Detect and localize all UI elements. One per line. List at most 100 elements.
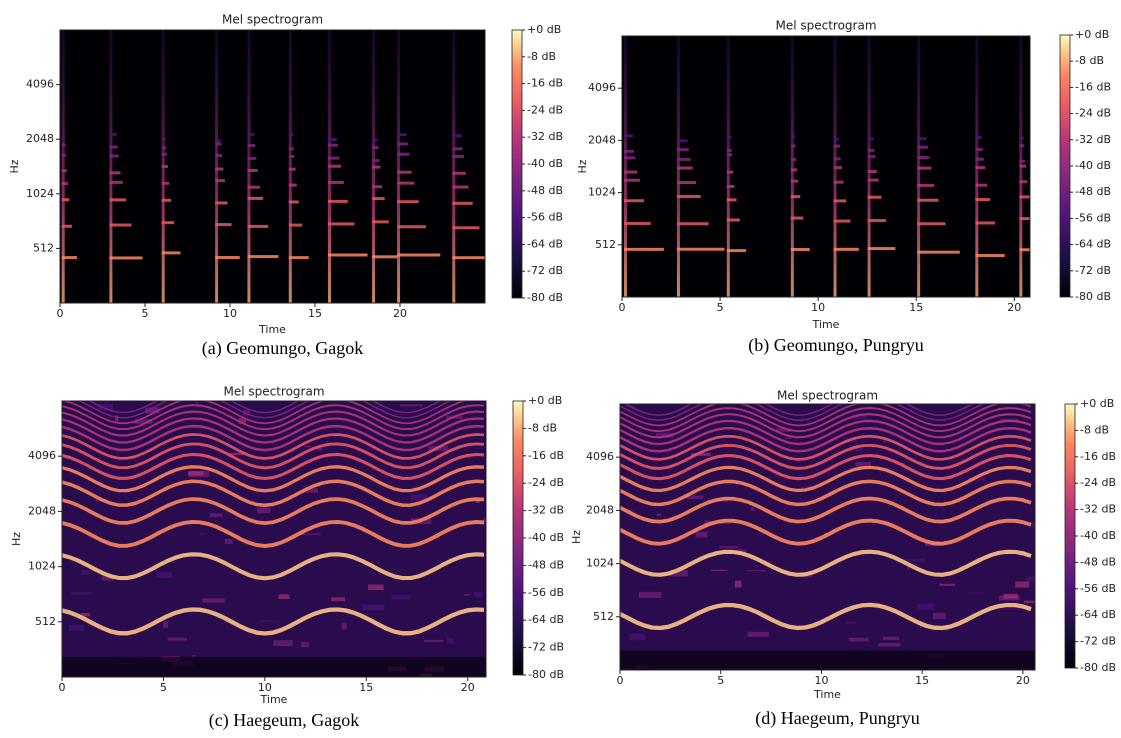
x-tick-label: 0 bbox=[617, 674, 624, 687]
harmonic-segment bbox=[215, 201, 228, 205]
harmonic-segment bbox=[917, 300, 1002, 303]
x-axis-label: Time bbox=[812, 318, 840, 331]
spectrogram-image bbox=[62, 401, 486, 677]
harmonic-segment bbox=[288, 256, 309, 260]
colorbar-tick-label: +0 dB bbox=[527, 23, 561, 36]
harmonic-segment bbox=[1019, 159, 1026, 163]
harmonic-segment bbox=[676, 148, 689, 152]
colorbar-tick-label: -16 dB bbox=[1075, 80, 1111, 93]
noise bbox=[473, 591, 483, 598]
y-tick-label: 1024 bbox=[588, 186, 616, 199]
colorbar-tick-label: -72 dB bbox=[1075, 264, 1111, 277]
colorbar-tick-label: -16 dB bbox=[1080, 450, 1116, 463]
harmonic-segment bbox=[288, 154, 295, 158]
noise bbox=[195, 402, 199, 406]
harmonic-segment bbox=[372, 197, 385, 201]
harmonic-segment bbox=[328, 137, 337, 141]
noise bbox=[852, 412, 867, 420]
plot-background bbox=[622, 36, 1030, 297]
onset-streak bbox=[452, 30, 456, 303]
noise bbox=[341, 623, 347, 630]
x-tick-label: 15 bbox=[909, 301, 923, 314]
harmonic-segment bbox=[328, 253, 368, 257]
harmonic-segment bbox=[676, 166, 693, 170]
noise bbox=[162, 621, 169, 628]
harmonic-segment bbox=[161, 137, 166, 141]
harmonic-segment bbox=[397, 225, 426, 229]
noise bbox=[297, 533, 321, 536]
colorbar-tick-label: -48 dB bbox=[1075, 185, 1111, 198]
spectrogram-image bbox=[60, 30, 485, 303]
harmonic-band bbox=[620, 413, 1032, 439]
noise bbox=[907, 566, 911, 570]
harmonic-segment bbox=[975, 157, 984, 161]
noise bbox=[410, 494, 428, 501]
noise bbox=[720, 522, 733, 525]
noise bbox=[362, 604, 385, 611]
harmonic-segment bbox=[288, 200, 299, 204]
harmonic-segment bbox=[917, 156, 930, 160]
noise bbox=[747, 631, 769, 638]
noise bbox=[775, 428, 792, 432]
harmonic-segment bbox=[917, 198, 939, 202]
x-tick-label: 20 bbox=[1007, 301, 1021, 314]
harmonic-segment bbox=[215, 154, 223, 158]
x-tick-label: 20 bbox=[393, 307, 407, 320]
x-tick-label: 15 bbox=[915, 674, 929, 687]
harmonic-segment bbox=[790, 216, 804, 220]
noise bbox=[81, 570, 89, 575]
harmonic-segment bbox=[833, 199, 847, 203]
harmonic-segment bbox=[247, 156, 257, 160]
noise bbox=[1028, 523, 1035, 529]
noise bbox=[747, 570, 766, 572]
noise bbox=[399, 404, 423, 407]
harmonic-band bbox=[62, 452, 485, 481]
noise bbox=[304, 445, 312, 448]
noise bbox=[192, 655, 196, 657]
x-axis-label: Time bbox=[258, 323, 286, 336]
harmonic-segment bbox=[372, 145, 379, 149]
noise bbox=[883, 440, 889, 444]
x-tick-label: 5 bbox=[142, 307, 149, 320]
harmonic-segment bbox=[790, 168, 798, 172]
harmonic-segment bbox=[975, 136, 982, 140]
harmonic-segment bbox=[833, 166, 842, 170]
harmonic-band bbox=[620, 549, 1032, 577]
harmonic-segment bbox=[161, 164, 168, 168]
harmonic-band bbox=[62, 410, 485, 437]
harmonic-band bbox=[620, 434, 1032, 461]
harmonic-segment bbox=[867, 148, 875, 152]
harmonic-segment bbox=[61, 135, 66, 139]
noise bbox=[734, 580, 742, 588]
harmonic-segment bbox=[975, 198, 991, 202]
harmonic-segment bbox=[109, 180, 123, 184]
harmonic-segment bbox=[452, 226, 480, 230]
colorbar-tick-label: -8 dB bbox=[527, 50, 556, 63]
harmonic-segment bbox=[452, 134, 462, 138]
colorbar-tick-label: -48 dB bbox=[528, 558, 564, 571]
colorbar-tick-label: -32 dB bbox=[528, 504, 564, 517]
noise bbox=[259, 620, 280, 622]
harmonic-band bbox=[62, 497, 485, 525]
harmonic-segment bbox=[397, 133, 407, 137]
noise bbox=[368, 584, 384, 590]
harmonic-segment bbox=[726, 153, 733, 157]
noise bbox=[475, 499, 481, 503]
harmonic-band bbox=[62, 607, 485, 636]
harmonic-segment bbox=[109, 256, 143, 260]
caption: (a) Geomungo, Gagok bbox=[202, 338, 363, 359]
harmonic-segment bbox=[790, 195, 801, 199]
noise bbox=[229, 452, 245, 456]
harmonic-band bbox=[623, 404, 975, 416]
harmonic-segment bbox=[247, 144, 256, 148]
noise bbox=[391, 594, 410, 600]
noise bbox=[134, 419, 153, 424]
harmonic-segment bbox=[397, 253, 441, 257]
colorbar-tick-label: -72 dB bbox=[528, 641, 564, 654]
noise bbox=[903, 558, 926, 562]
harmonic-segment bbox=[397, 200, 419, 204]
harmonic-segment bbox=[215, 223, 232, 227]
noise bbox=[71, 592, 93, 595]
noise bbox=[629, 633, 646, 641]
noise bbox=[844, 621, 857, 625]
